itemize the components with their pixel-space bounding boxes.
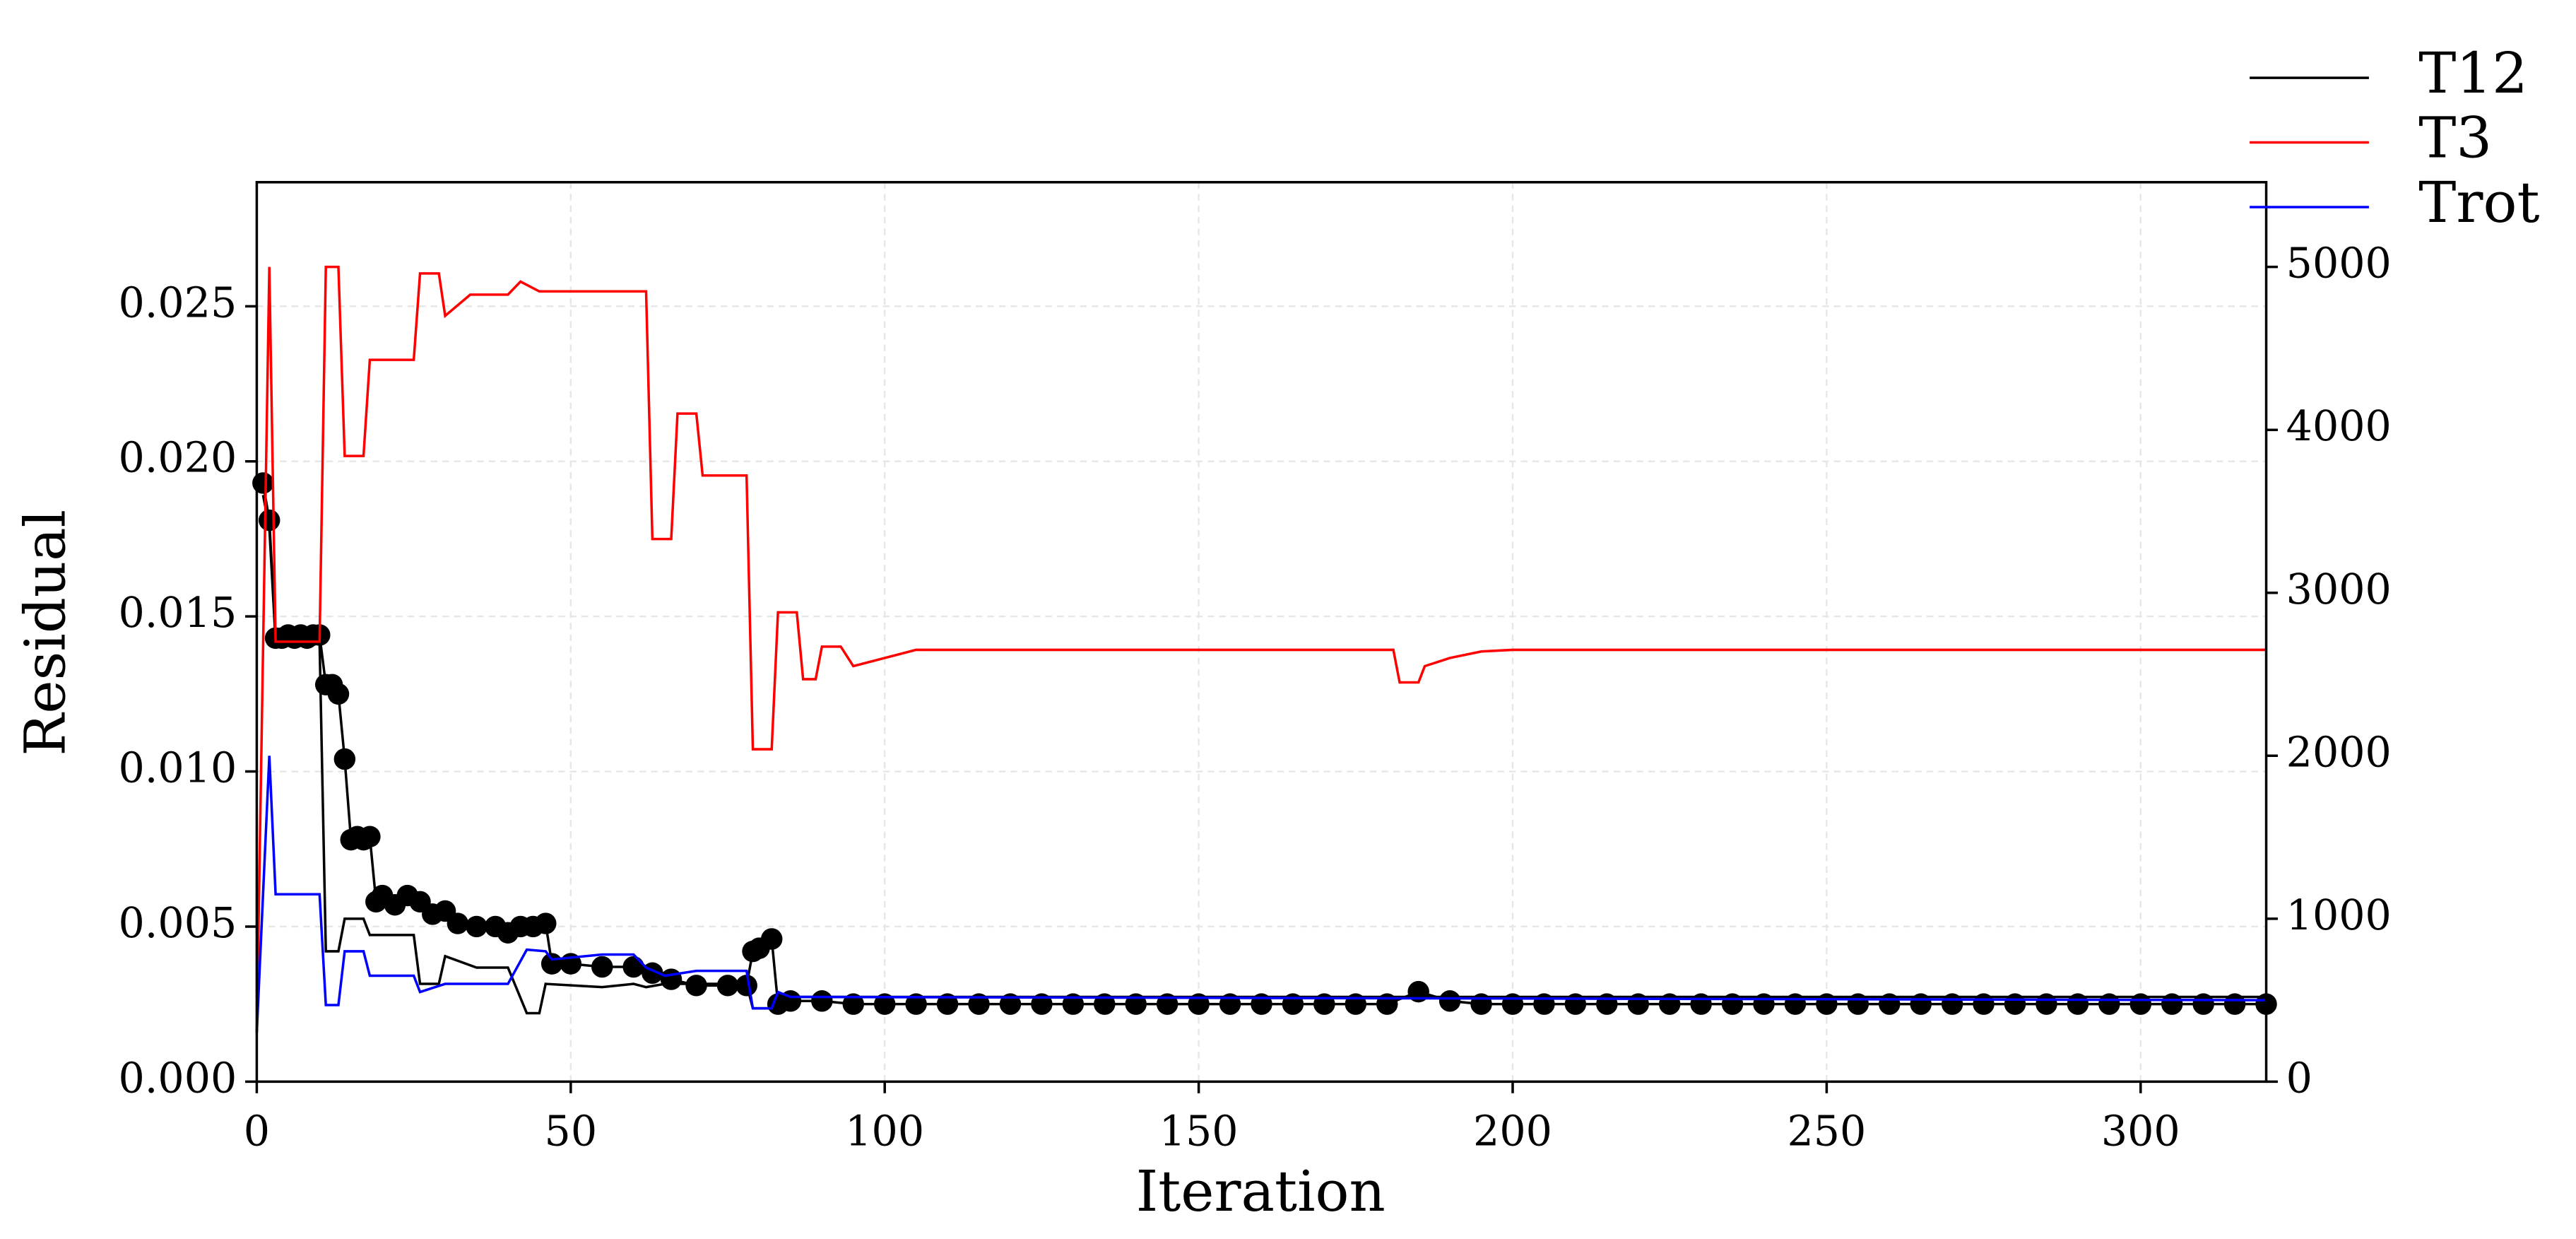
x-tick-label: 300 (2101, 1107, 2180, 1155)
data-point (685, 975, 707, 997)
series-line (261, 495, 2267, 1015)
data-point (535, 912, 557, 934)
y-tick-label: 0.005 (119, 899, 237, 947)
y2-tick-label: 2000 (2286, 728, 2392, 776)
data-point (540, 953, 563, 975)
data-point (327, 683, 350, 705)
y2-tick-label: 5000 (2286, 240, 2392, 288)
x-axis-label: Iteration (1136, 1158, 1386, 1224)
data-point (252, 472, 274, 494)
data-point (760, 928, 783, 950)
y2-tick-label: 1000 (2286, 891, 2392, 939)
data-point (936, 993, 959, 1015)
x-tick-label: 200 (1473, 1107, 1552, 1155)
y-tick-label: 0.000 (119, 1054, 237, 1102)
x-tick-label: 100 (845, 1107, 924, 1155)
data-point (359, 826, 381, 847)
y-tick-label: 0.010 (119, 744, 237, 792)
data-point (2223, 993, 2246, 1015)
y-tick-label: 0.015 (119, 589, 237, 637)
data-point (873, 993, 896, 1015)
x-tick-label: 0 (244, 1107, 270, 1155)
x-tick-label: 150 (1159, 1107, 1239, 1155)
data-point (842, 993, 865, 1015)
data-point (447, 912, 469, 934)
data-point (716, 975, 739, 997)
data-point (1438, 990, 1461, 1012)
legend-label: T12 (2418, 40, 2528, 106)
series-line (255, 756, 2267, 1033)
data-point (999, 993, 1022, 1015)
y-tick-label: 0.020 (119, 434, 237, 482)
y-tick-label: 0.025 (119, 278, 237, 327)
series-line (255, 265, 2267, 1033)
data-point (622, 956, 644, 978)
data-point (466, 915, 488, 938)
data-point (333, 748, 356, 770)
legend-label: T3 (2418, 105, 2492, 171)
data-point (2192, 993, 2214, 1015)
data-point (968, 993, 990, 1015)
x-tick-label: 50 (545, 1107, 598, 1155)
y-axis-label: Residual (12, 510, 78, 756)
data-point (811, 990, 833, 1012)
y2-tick-label: 4000 (2286, 402, 2392, 450)
y2-tick-label: 3000 (2286, 565, 2392, 613)
plot-frame (255, 181, 2268, 1084)
data-point (905, 993, 927, 1015)
data-point (660, 968, 683, 990)
legend-label: Trot (2418, 170, 2539, 235)
x-tick-label: 250 (1787, 1107, 1866, 1155)
y2-tick-label: 0 (2286, 1054, 2312, 1102)
data-point (591, 956, 613, 978)
